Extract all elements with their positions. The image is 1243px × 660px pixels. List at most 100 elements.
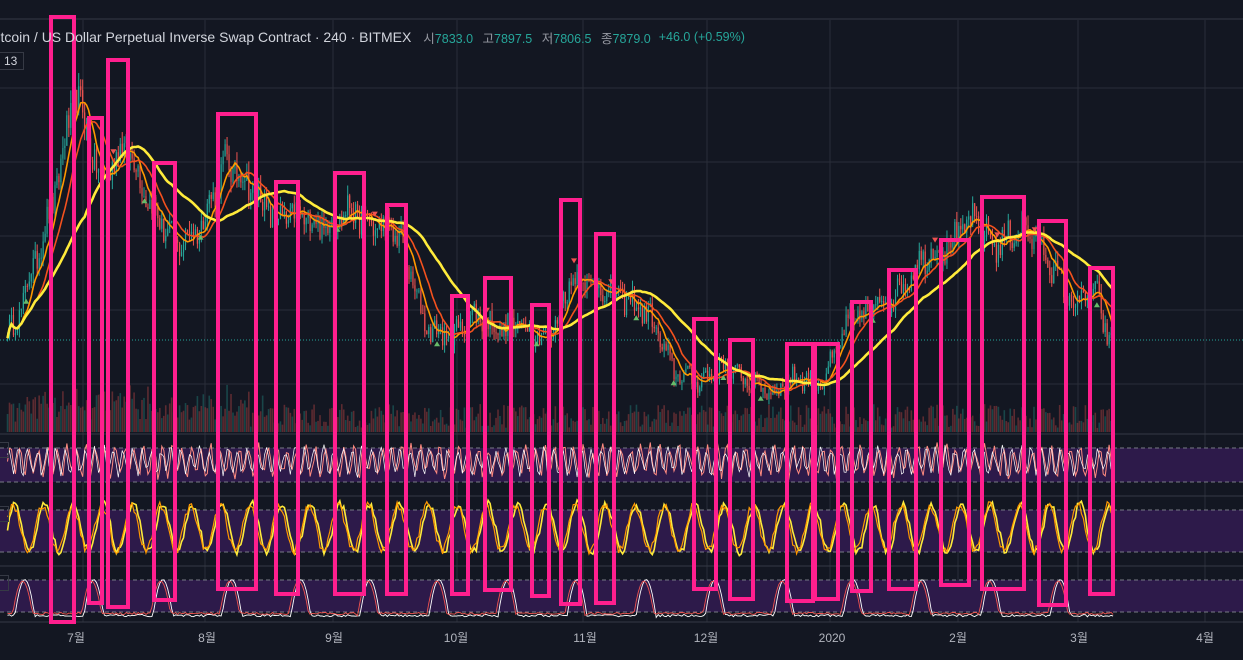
candle-body (252, 185, 254, 193)
volume-bar (882, 425, 885, 432)
candle-body (343, 215, 345, 226)
volume-bar (196, 396, 199, 432)
candle-body (685, 368, 687, 372)
candle-body (426, 331, 428, 335)
sell-marker (932, 237, 939, 243)
candle-body (349, 195, 351, 208)
volume-bar (562, 406, 565, 432)
candle-body (447, 336, 450, 339)
volume-bar (681, 415, 683, 432)
close-value: 7879.0 (612, 31, 651, 46)
candle-body (985, 218, 988, 237)
volume-bar (902, 418, 905, 432)
candle-body (248, 171, 250, 200)
highlight-box (813, 342, 840, 601)
candle-body (635, 307, 638, 311)
volume-bar (178, 405, 181, 432)
pane-toggle-2[interactable] (0, 506, 9, 522)
candle-body (968, 216, 970, 220)
candle-body (582, 282, 584, 284)
highlight-box (274, 180, 300, 596)
volume-bar (370, 410, 373, 432)
candle-body (1100, 292, 1102, 314)
volume-bar (598, 410, 600, 432)
volume-bar (368, 423, 371, 432)
candle-body (416, 290, 418, 292)
candle-body (91, 159, 94, 170)
volume-bar (922, 416, 925, 432)
volume-bar (220, 405, 222, 432)
volume-bar (657, 405, 660, 432)
candle-body (924, 251, 926, 274)
volume-bar (847, 413, 849, 432)
volume-bar (770, 417, 772, 432)
candle-body (36, 251, 38, 269)
volume-bar (564, 415, 567, 432)
indicator-count-badge[interactable]: 13 (0, 52, 25, 70)
candle-body (515, 329, 517, 331)
volume-bar (637, 411, 640, 432)
candle-body (28, 281, 30, 287)
volume-bar (590, 424, 592, 432)
candle-body (283, 211, 286, 215)
volume-bar (139, 418, 141, 432)
volume-bar (249, 426, 252, 432)
symbol-title[interactable]: Bitcoin / US Dollar Perpetual Inverse Sw… (0, 29, 412, 45)
x-tick-label: 2020 (819, 631, 846, 645)
volume-bar (226, 384, 228, 432)
volume-bar (1035, 419, 1037, 432)
volume-bar (489, 412, 491, 432)
volume-bar (279, 421, 282, 432)
volume-bar (16, 407, 19, 432)
highlight-box (939, 238, 971, 587)
candle-body (586, 279, 588, 291)
candle-body (226, 144, 228, 155)
candle-body (538, 332, 541, 346)
volume-bar (1070, 424, 1073, 432)
candle-body (420, 290, 422, 314)
candle-body (188, 230, 191, 235)
volume-bar (285, 407, 288, 432)
volume-bar (64, 409, 66, 432)
volume-bar (121, 407, 124, 432)
candle-body (436, 320, 438, 335)
volume-bar (103, 391, 106, 432)
candle-body (742, 377, 744, 385)
x-tick-label: 8월 (198, 631, 216, 645)
low-value: 7806.5 (553, 31, 592, 46)
candle-body (627, 296, 630, 300)
volume-bar (748, 413, 750, 432)
candle-body (487, 318, 489, 330)
pane-toggle-1[interactable] (0, 442, 9, 458)
candle-body (62, 148, 64, 159)
volume-bar (1096, 427, 1099, 432)
candle-body (327, 226, 329, 233)
candle-body (22, 292, 24, 309)
candle-body (1049, 267, 1051, 276)
candle-body (84, 112, 86, 130)
candle-body (1029, 237, 1031, 239)
volume-bar (418, 414, 420, 432)
volume-bar (544, 413, 547, 432)
candle-body (523, 323, 525, 325)
pane-toggle-3[interactable] (0, 575, 9, 591)
candle-body (244, 180, 246, 182)
volume-bar (584, 409, 586, 432)
volume-bar (224, 408, 226, 432)
candle-body (736, 364, 738, 366)
candle-body (341, 216, 343, 226)
volume-bar (572, 420, 574, 432)
candle-body (491, 310, 493, 327)
x-tick-label: 11월 (573, 631, 597, 645)
candle-body (544, 327, 547, 333)
volume-bar (1084, 405, 1087, 432)
volume-bar (265, 415, 268, 432)
volume-bar (147, 386, 149, 432)
volume-bar (795, 424, 798, 432)
volume-bar (204, 407, 207, 432)
volume-bar (422, 423, 424, 432)
volume-bar (1098, 422, 1101, 432)
candle-body (552, 335, 554, 340)
candle-body (139, 165, 141, 189)
